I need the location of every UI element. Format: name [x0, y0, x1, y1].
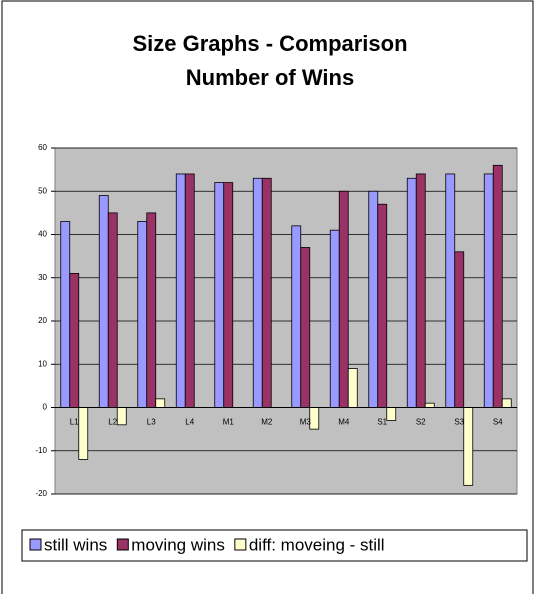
bar: [424, 402, 435, 408]
x-tick-label: S2: [416, 418, 426, 427]
bar: [60, 221, 71, 408]
x-tick-label: M4: [338, 418, 350, 427]
bar: [107, 212, 118, 408]
x-tick-label: M3: [300, 418, 312, 427]
x-tick-label: M1: [223, 418, 235, 427]
x-tick-label: S1: [377, 418, 387, 427]
x-tick-label: L1: [70, 418, 79, 427]
bar: [98, 195, 109, 408]
bar: [492, 164, 503, 408]
x-tick-label: S4: [493, 418, 503, 427]
x-tick-label: L3: [147, 418, 156, 427]
chart-title: Size Graphs - Comparison: [132, 31, 407, 56]
y-tick-label: 50: [38, 186, 47, 195]
bar: [261, 177, 272, 408]
legend-label: moving wins: [131, 535, 225, 554]
x-tick-label: L2: [108, 418, 117, 427]
y-tick-label: 40: [38, 230, 47, 239]
y-tick-label: 0: [43, 403, 48, 412]
legend-swatch: [116, 538, 129, 551]
y-tick-label: 60: [38, 143, 47, 152]
bar: [406, 177, 417, 408]
y-tick-label: -10: [35, 446, 47, 455]
bar: [291, 225, 302, 408]
bar: [175, 173, 186, 408]
x-tick-label: L4: [185, 418, 194, 427]
bar: [155, 398, 166, 408]
legend-swatch: [234, 538, 247, 551]
bar: [300, 247, 311, 408]
bar: [483, 173, 494, 408]
bar: [445, 173, 456, 408]
bar: [116, 407, 127, 426]
bar: [368, 190, 379, 408]
bar: [223, 182, 234, 408]
legend-label: diff: moveing - still: [249, 535, 385, 554]
bar: [184, 173, 195, 408]
bar: [501, 398, 512, 408]
bar: [377, 203, 388, 408]
bar: [338, 190, 349, 408]
legend-label: still wins: [44, 535, 107, 554]
y-tick-label: 30: [38, 273, 47, 282]
bar: [329, 229, 340, 408]
bar: [137, 221, 148, 408]
y-tick-label: -20: [35, 489, 47, 498]
x-tick-label: S3: [454, 418, 464, 427]
bar: [214, 182, 225, 408]
bar: [252, 177, 263, 408]
bar: [454, 251, 465, 408]
chart-title: Number of Wins: [186, 65, 354, 90]
bar: [146, 212, 157, 408]
legend-box: [21, 529, 528, 562]
bar: [386, 407, 397, 421]
bar: [347, 368, 358, 408]
bar: [463, 407, 474, 486]
legend-swatch: [29, 538, 42, 551]
bar: [78, 407, 89, 460]
bar: [309, 407, 320, 430]
y-tick-label: 20: [38, 316, 47, 325]
x-tick-label: M2: [261, 418, 273, 427]
bar: [69, 273, 80, 408]
y-tick-label: 10: [38, 359, 47, 368]
bar: [415, 173, 426, 408]
